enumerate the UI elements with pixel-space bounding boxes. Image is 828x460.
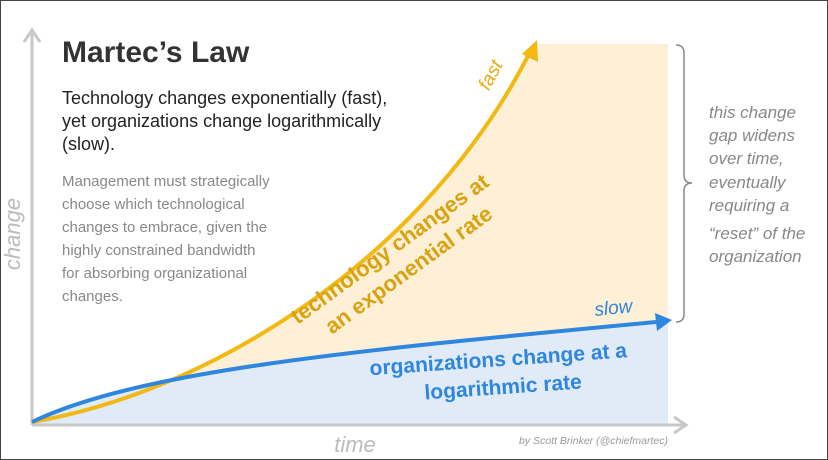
org-arrowhead — [655, 313, 672, 331]
x-arrow — [673, 415, 689, 435]
gap-brace — [675, 44, 693, 323]
slow-label: slow — [593, 296, 634, 321]
org-curve — [31, 320, 657, 424]
gap-note: this change gap widens over time, eventu… — [709, 103, 810, 266]
title: Martec’s Law — [62, 36, 250, 69]
gap-region — [32, 44, 668, 425]
org-region — [32, 320, 668, 425]
subtitle: Technology changes exponentially (fast),… — [62, 88, 392, 154]
axes — [22, 27, 689, 435]
x-axis-label: time — [334, 432, 376, 457]
y-axis-label: change — [0, 198, 25, 270]
tech-curve — [31, 51, 532, 424]
credit: by Scott Brinker (@chiefmartec) — [519, 435, 668, 447]
y-arrow — [22, 27, 42, 43]
body: Management must strategically choose whi… — [62, 173, 274, 305]
tech-arrowhead — [522, 40, 538, 62]
